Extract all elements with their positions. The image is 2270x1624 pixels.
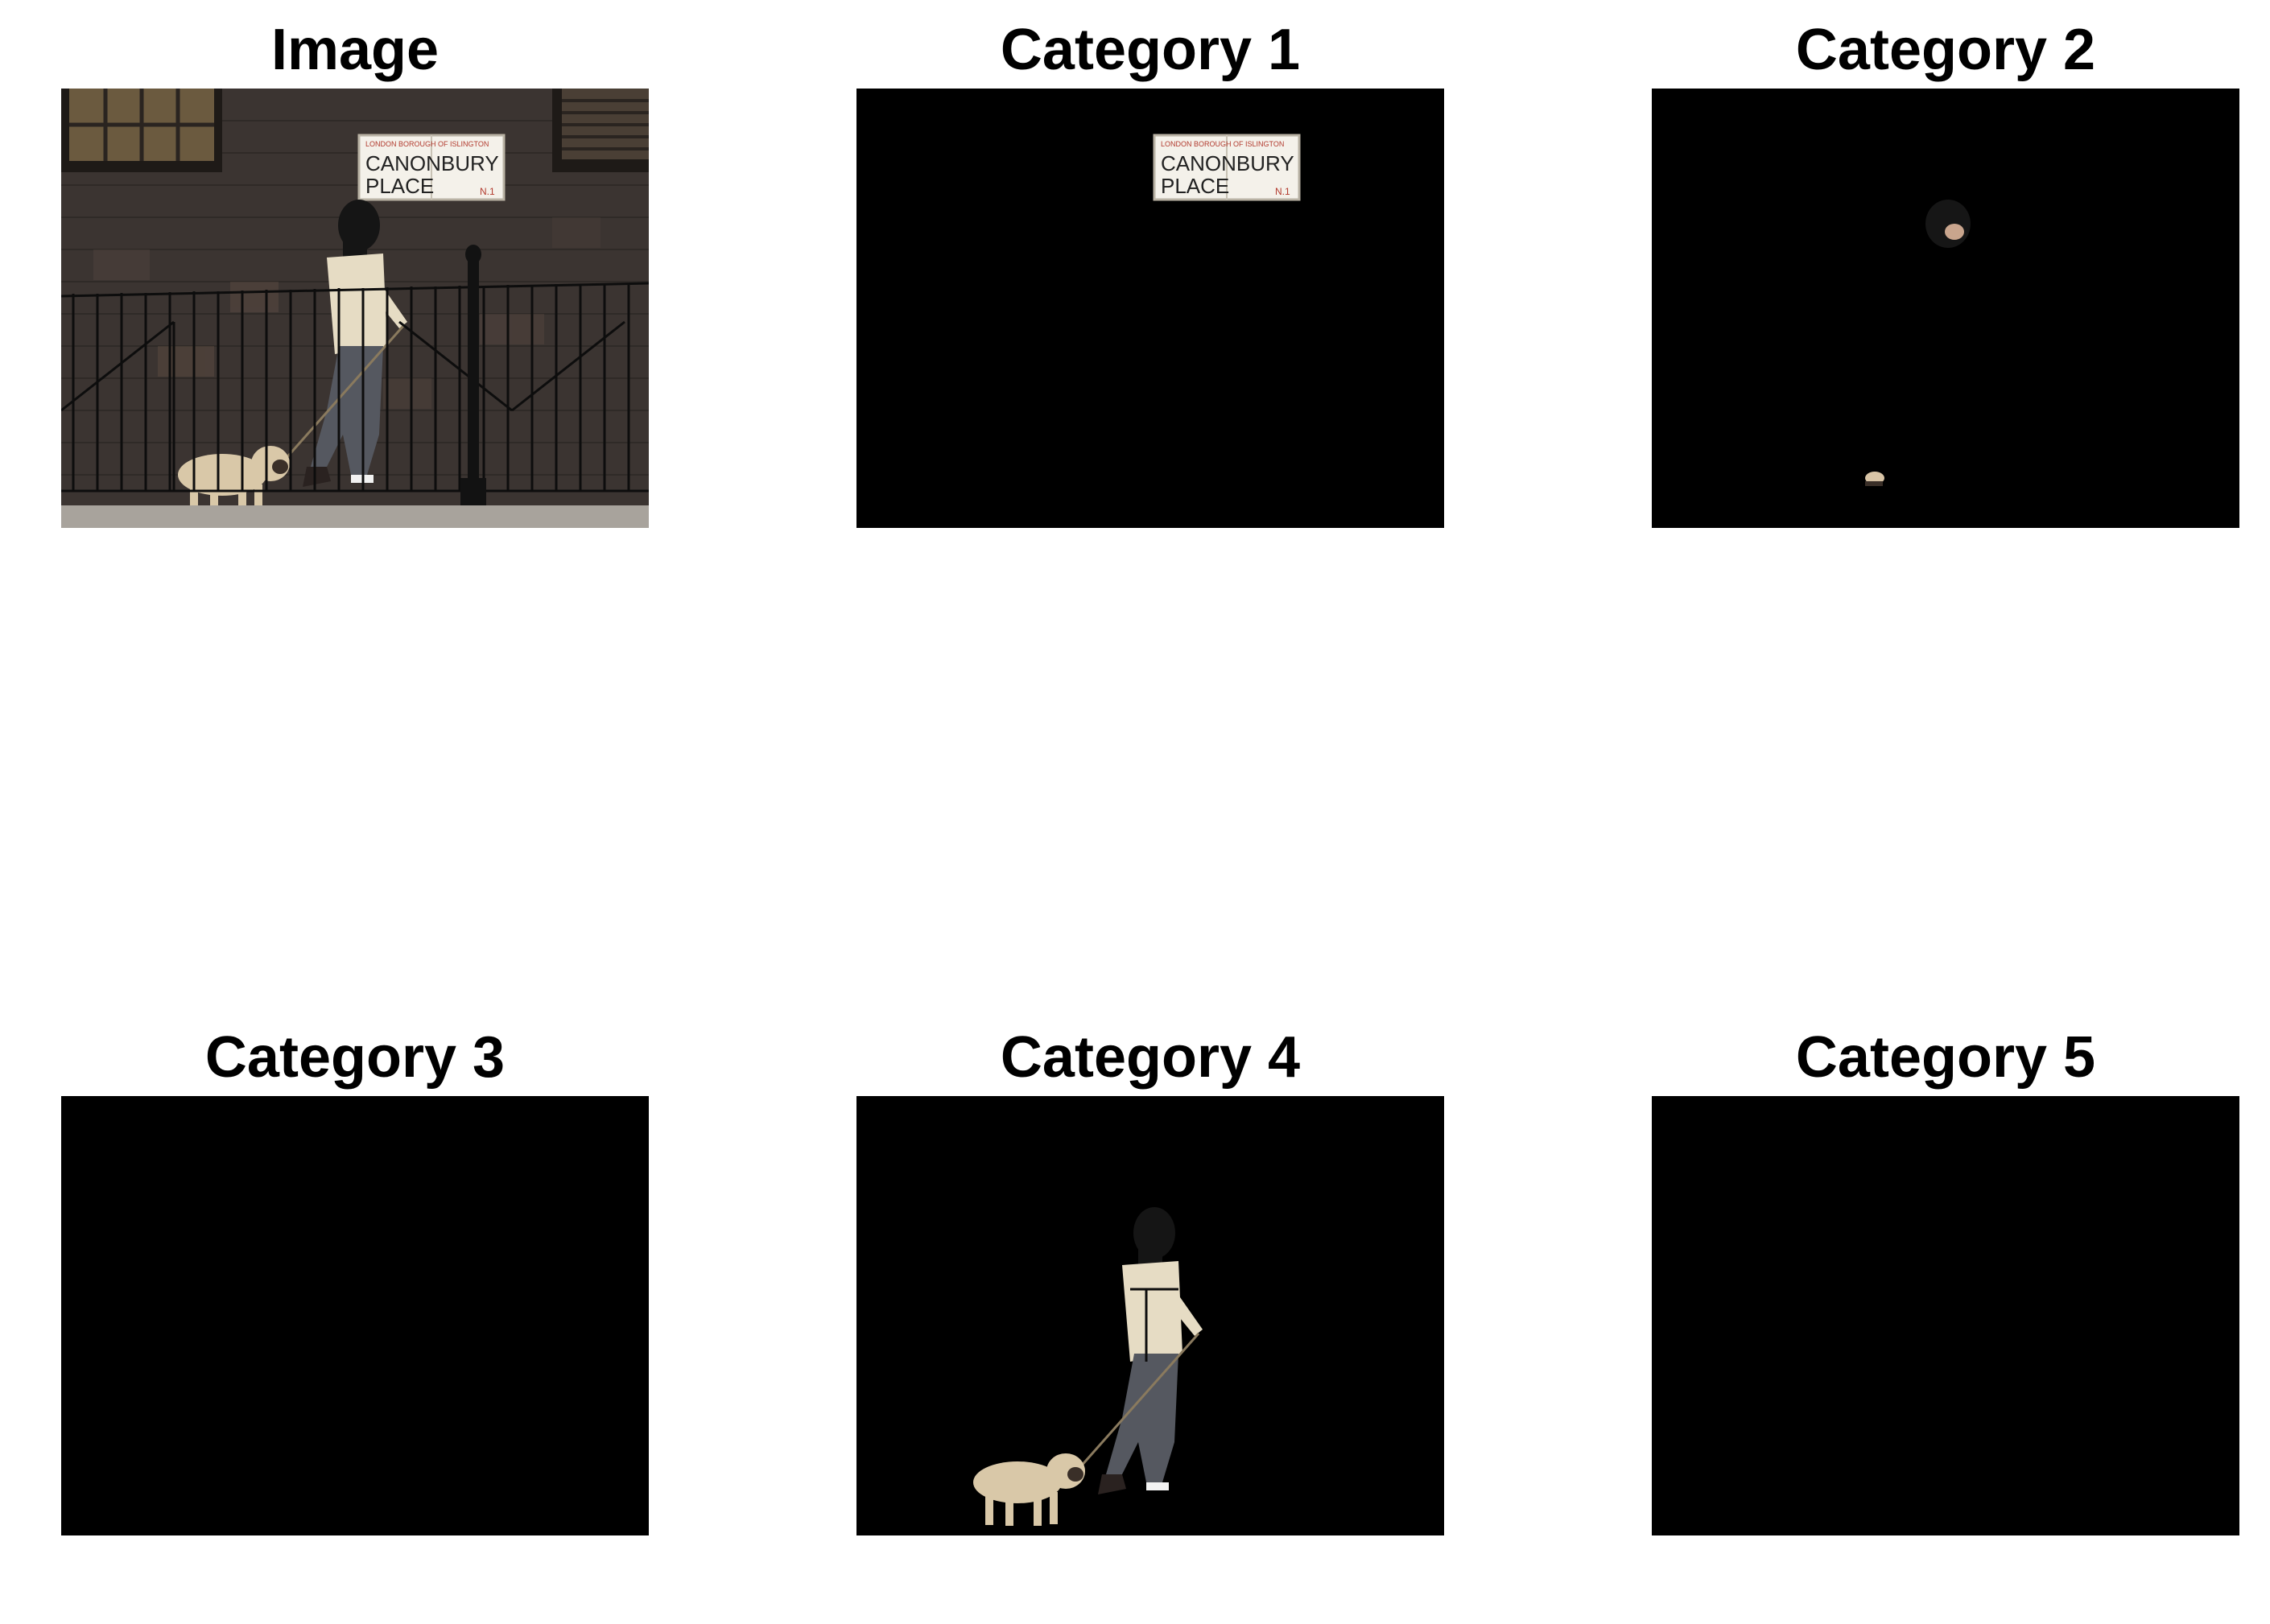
svg-text:N.1: N.1 <box>480 186 495 197</box>
svg-text:CANONBURY: CANONBURY <box>365 151 499 175</box>
street-sign: LONDON BOROUGH OF ISLINGTON CANONBURY PL… <box>1153 134 1301 201</box>
scene-photo: LONDON BOROUGH OF ISLINGTON CANONBURY PL… <box>61 89 649 528</box>
pug-dog <box>178 446 290 518</box>
panel-title: Category 1 <box>1000 18 1301 82</box>
svg-text:PLACE: PLACE <box>365 174 434 198</box>
panel-title: Image <box>270 18 440 82</box>
panel-title: Category 5 <box>1795 1025 2096 1090</box>
post <box>460 245 486 505</box>
foot-fragment <box>1865 472 1884 486</box>
pug-dog <box>973 1453 1085 1526</box>
panel-title: Category 4 <box>1000 1025 1301 1090</box>
left-window <box>61 89 222 172</box>
mask-category-4 <box>856 1096 1444 1535</box>
panel-title: Category 2 <box>1795 18 2096 82</box>
svg-text:LONDON BOROUGH OF ISLINGTON: LONDON BOROUGH OF ISLINGTON <box>365 140 489 148</box>
svg-text:PLACE: PLACE <box>1161 174 1229 198</box>
svg-text:N.1: N.1 <box>1275 186 1290 197</box>
leash <box>277 325 405 468</box>
brick-patches <box>93 217 601 409</box>
street-sign: LONDON BOROUGH OF ISLINGTON CANONBURY PL… <box>357 134 506 201</box>
leash <box>1072 1333 1200 1475</box>
iron-railings <box>61 282 649 493</box>
svg-text:CANONBURY: CANONBURY <box>1161 151 1294 175</box>
woman-figure <box>1098 1207 1203 1494</box>
pavement <box>61 505 649 528</box>
head-fragment <box>1925 200 1971 248</box>
panel-title: Category 3 <box>204 1025 506 1090</box>
svg-text:LONDON BOROUGH OF ISLINGTON: LONDON BOROUGH OF ISLINGTON <box>1161 140 1284 148</box>
woman-figure <box>303 200 407 487</box>
mask-category-1: LONDON BOROUGH OF ISLINGTON CANONBURY PL… <box>856 89 1444 528</box>
mask-category-3 <box>61 1096 649 1535</box>
mask-category-5 <box>1652 1096 2239 1535</box>
mask-category-2 <box>1652 89 2239 528</box>
right-window <box>552 89 649 172</box>
